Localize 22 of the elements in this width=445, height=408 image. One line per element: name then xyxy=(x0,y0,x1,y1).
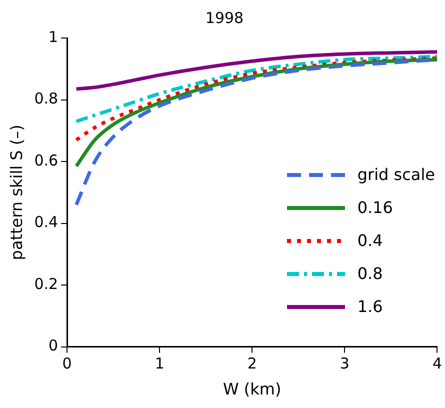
x-tick-label: 4 xyxy=(432,354,442,373)
y-tick-label: 1 xyxy=(48,28,58,46)
legend-label: grid scale xyxy=(357,165,435,184)
x-axis-title: W (km) xyxy=(223,380,282,399)
x-tick-label: 1 xyxy=(154,354,164,373)
y-tick-label: 0 xyxy=(48,336,58,355)
y-tick-label: 0.6 xyxy=(34,151,58,170)
legend-label: 1.6 xyxy=(357,297,383,316)
line-series xyxy=(74,56,438,142)
x-tick-label: 2 xyxy=(247,354,257,373)
y-axis-title: pattern skill S (–) xyxy=(6,124,26,260)
chart-title: 1998 xyxy=(205,8,244,27)
line-series xyxy=(74,54,438,124)
x-tick-label: 0 xyxy=(62,354,72,373)
line-series xyxy=(74,50,438,91)
legend-label: 0.16 xyxy=(357,198,393,217)
y-tick-label: 0.4 xyxy=(34,213,58,232)
y-tick-label: 0.2 xyxy=(34,274,58,293)
y-tick-label: 0.8 xyxy=(34,90,58,108)
legend-label: 0.8 xyxy=(357,264,383,283)
legend-label: 0.4 xyxy=(357,231,383,250)
x-tick-label: 3 xyxy=(340,354,350,373)
